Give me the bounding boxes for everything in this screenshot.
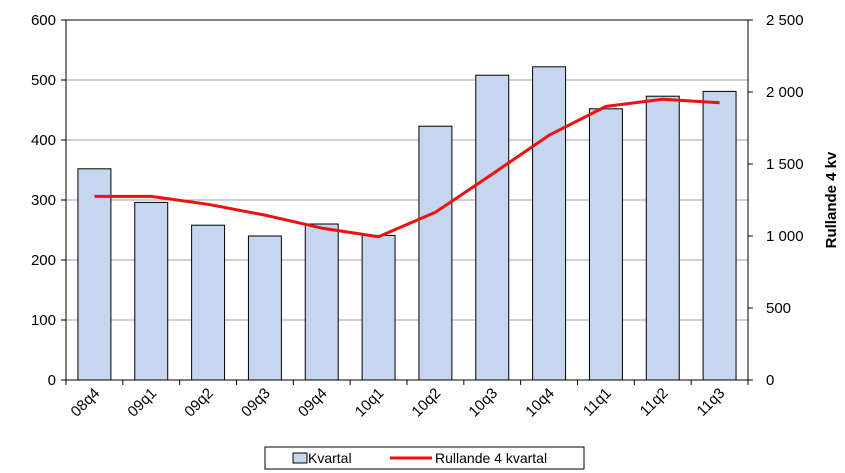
- bar-09q2: [191, 224, 226, 381]
- bar-10q4: [532, 66, 567, 381]
- line-series-rullande: [94, 97, 720, 239]
- x-tick-label: 10q4: [522, 385, 558, 421]
- x-tick-label: 09q1: [124, 385, 160, 421]
- right-axis-ticks: 0 500 1 000 1 500 2 000 2 500: [748, 12, 804, 389]
- legend-swatch-kvartal: [292, 452, 308, 464]
- legend-label-rullande: Rullande 4 kvartal: [435, 450, 547, 466]
- bar-11q1: [588, 108, 623, 381]
- left-tick-label: 300: [31, 192, 56, 209]
- bar-09q1: [134, 201, 169, 381]
- legend-label-kvartal: Kvartal: [308, 450, 352, 466]
- x-tick-label: 11q1: [580, 385, 615, 420]
- bar-10q2: [418, 125, 453, 381]
- left-tick-label: 400: [31, 132, 56, 149]
- bar-11q2: [645, 95, 680, 381]
- x-tick-label: 08q4: [68, 385, 104, 421]
- x-tick-label: 10q3: [465, 385, 501, 421]
- x-tick-label: 10q2: [409, 385, 445, 421]
- right-tick-label: 2 000: [766, 84, 804, 101]
- right-tick-label: 2 500: [766, 12, 804, 29]
- x-axis-ticks: 08q4 09q1 09q2 09q3 09q4 10q1 10q2 10q3 10q4 11q1…: [65, 380, 749, 421]
- left-tick-label: 600: [31, 12, 56, 29]
- bar-08q4: [77, 168, 112, 381]
- right-tick-label: 1 500: [766, 156, 804, 173]
- left-tick-label: 200: [31, 252, 56, 269]
- right-tick-label: 1 000: [766, 228, 804, 245]
- bar-10q3: [475, 74, 510, 381]
- legend: Kvartal Rullande 4 kvartal: [264, 446, 585, 470]
- x-tick-label: 09q4: [295, 385, 331, 421]
- x-tick-label: 09q3: [238, 385, 274, 421]
- x-tick-label: 11q2: [637, 385, 672, 420]
- left-tick-label: 0: [48, 372, 56, 389]
- left-tick-label: 500: [31, 72, 56, 89]
- bar-10q1: [361, 234, 396, 381]
- right-axis-title: Rullande 4 kv: [823, 151, 840, 248]
- bar-09q4: [304, 223, 339, 381]
- right-tick-label: 0: [766, 372, 774, 389]
- x-tick-label: 09q2: [181, 385, 217, 421]
- x-tick-label: 10q1: [352, 385, 388, 421]
- bar-09q3: [247, 235, 282, 381]
- right-tick-label: 500: [766, 300, 791, 317]
- left-axis-ticks: 0 100 200 300 400 500 600: [31, 12, 66, 389]
- left-tick-label: 100: [31, 312, 56, 329]
- bar-series-kvartal: [77, 66, 737, 381]
- bar-11q3: [702, 90, 737, 381]
- x-tick-label: 11q3: [694, 385, 729, 420]
